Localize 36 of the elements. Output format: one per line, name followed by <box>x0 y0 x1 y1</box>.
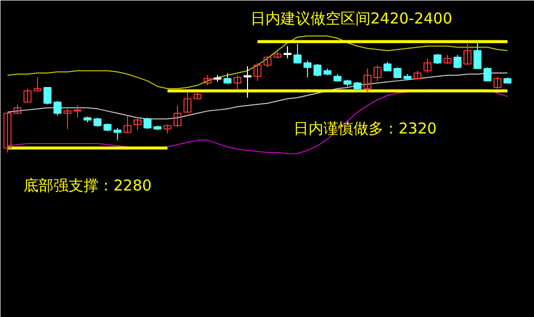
candlestick <box>244 66 252 98</box>
candlestick <box>424 58 432 74</box>
candlestick <box>54 100 62 116</box>
text: 底部强支撑：2280 <box>24 176 152 194</box>
candlestick <box>264 56 272 68</box>
text: 日内建议做空区间2420-2400 <box>250 10 452 28</box>
candlestick <box>44 87 52 105</box>
candlestick <box>374 64 382 82</box>
candlestick <box>184 92 192 113</box>
candlestick <box>144 117 152 130</box>
candlestick <box>74 104 82 118</box>
candlestick <box>234 74 242 90</box>
candlestick <box>124 115 132 133</box>
candlestick <box>294 43 302 64</box>
candlestick <box>134 118 142 131</box>
candlestick <box>484 66 492 82</box>
candlestick <box>464 43 472 65</box>
candlestick <box>254 62 262 82</box>
candlestick <box>394 66 402 78</box>
candlestick <box>494 76 502 90</box>
candlestick <box>304 60 312 78</box>
candlestick <box>34 76 42 92</box>
candlestick <box>204 74 212 86</box>
candlestick <box>434 53 442 65</box>
candlestick <box>284 46 292 59</box>
candlestick <box>4 112 12 154</box>
candlestick <box>364 68 372 93</box>
candlestick <box>314 64 322 77</box>
annotation: 日内谨慎做多：2320 <box>294 120 437 138</box>
candlestick <box>224 72 232 85</box>
candlestick <box>24 88 32 103</box>
candlestick <box>474 40 482 69</box>
candlestick <box>114 127 122 141</box>
candlestick <box>64 108 72 130</box>
candlestick <box>454 54 462 69</box>
candlestick <box>174 104 182 128</box>
